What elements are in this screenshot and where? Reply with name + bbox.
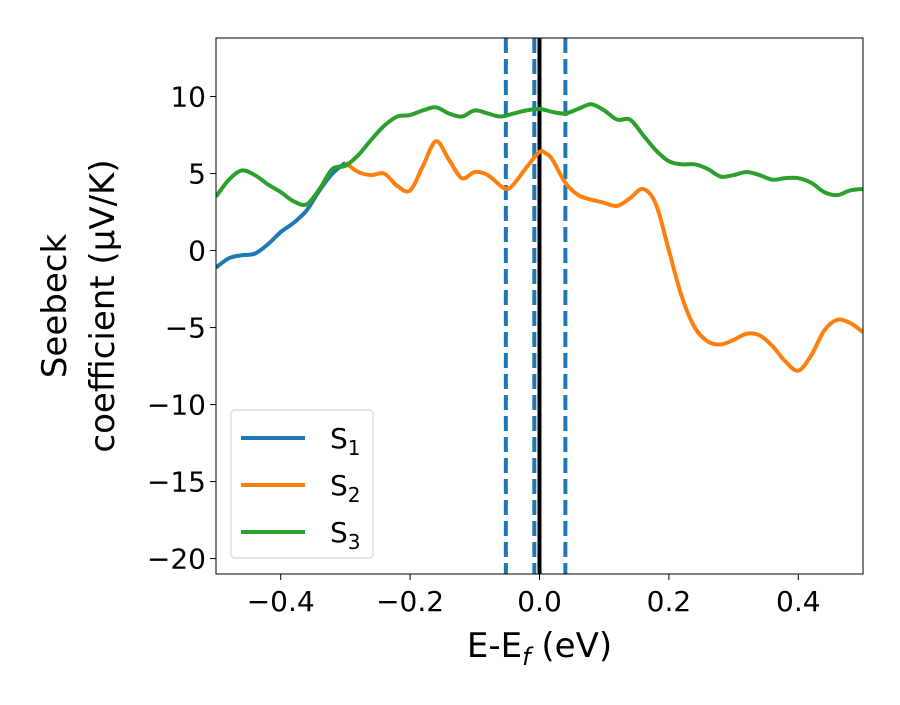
y-tick-label: −20 <box>147 543 206 576</box>
vertical-reference-lines <box>503 38 568 574</box>
legend-label-s3: S3 <box>330 516 361 554</box>
y-axis-title-line2: coefficient (μV/K) <box>83 159 123 452</box>
x-axis-title-suffix: (eV) <box>531 626 613 666</box>
x-axis-title: E-Ef (eV) <box>467 626 612 671</box>
x-tick-label: −0.2 <box>376 585 444 618</box>
series-line-s2 <box>344 139 863 373</box>
y-tick-label: −10 <box>147 389 206 422</box>
series-line-s3 <box>216 102 863 208</box>
x-tick-label: 0.2 <box>647 585 692 618</box>
x-tick-label: −0.4 <box>247 585 315 618</box>
y-tick-label: −15 <box>147 466 206 499</box>
y-axis-title: Seebeck coefficient (μV/K) <box>35 159 123 452</box>
x-tick-label: 0.0 <box>517 585 562 618</box>
legend-label-s1: S1 <box>330 422 361 460</box>
y-axis-ticks: 10 5 0 −5 −10 −15 −20 <box>147 81 216 576</box>
y-tick-label: 0 <box>188 235 206 268</box>
series-lines <box>216 102 863 373</box>
legend: S1 S2 S3 <box>230 409 374 559</box>
x-axis-ticks: −0.4 −0.2 0.0 0.2 0.4 <box>247 574 821 618</box>
x-tick-label: 0.4 <box>776 585 821 618</box>
legend-items: S1 S2 S3 <box>241 422 361 554</box>
legend-label-s2: S2 <box>330 469 361 507</box>
x-axis-title-main: E-E <box>467 626 522 666</box>
y-tick-label: 10 <box>170 81 206 114</box>
y-tick-label: 5 <box>188 158 206 191</box>
y-axis-title-line1: Seebeck <box>35 234 75 379</box>
y-tick-label: −5 <box>165 312 206 345</box>
